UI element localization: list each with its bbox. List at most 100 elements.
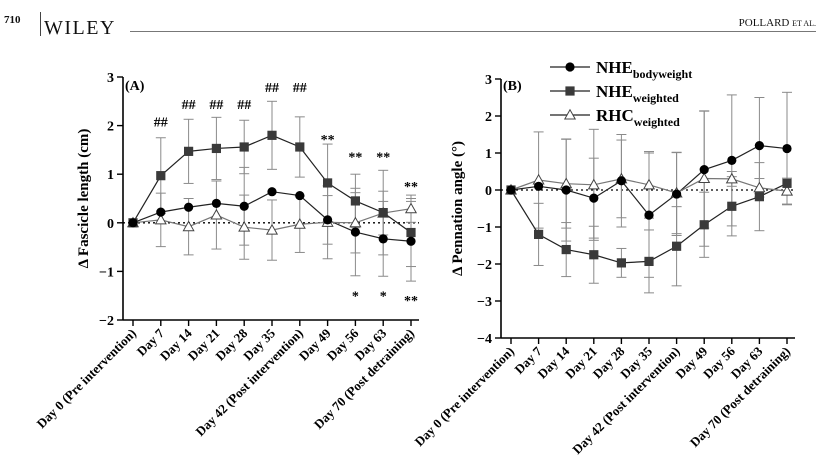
data-point-square (644, 256, 654, 267)
running-head-author: POLLARD (738, 17, 790, 29)
data-point-square (589, 250, 599, 260)
data-point-triangle (265, 223, 279, 235)
y-tick-label: −1 (99, 265, 114, 280)
data-point-circle (156, 207, 166, 217)
legend-label-subscript: weighted (634, 115, 680, 129)
data-point-triangle (182, 220, 195, 232)
running-head: POLLARD ET AL. (739, 17, 816, 29)
data-point-triangle (404, 202, 418, 214)
data-point-square (267, 130, 277, 140)
legend-entry-circle: NHEbodyweight (550, 58, 692, 81)
legend-marker-square (565, 86, 575, 96)
significance-marker: ** (321, 133, 335, 148)
y-tick-label: 0 (485, 184, 492, 199)
legend-entry-square: NHEweighted (550, 82, 679, 105)
data-point-circle (589, 193, 599, 203)
data-point-circle (506, 185, 516, 195)
data-point-square (727, 201, 737, 211)
y-tick-label: 2 (485, 110, 492, 125)
data-point-circle (378, 234, 388, 244)
data-point-square (211, 143, 221, 154)
data-point-square (378, 207, 388, 218)
significance-marker: ## (265, 81, 279, 96)
data-point-triangle (349, 216, 362, 228)
data-point-square (754, 192, 764, 202)
data-point-square (156, 171, 166, 181)
data-point-circle (699, 165, 709, 175)
legend-label: NHEweighted (596, 82, 679, 105)
panel-label: (A) (125, 79, 145, 94)
data-point-square (672, 241, 682, 251)
x-tick-label: Day 0 (Pre intervention) (411, 344, 517, 450)
y-tick-label: 0 (107, 217, 114, 232)
header-divider (40, 12, 41, 36)
running-head-suffix: ET AL. (792, 19, 816, 28)
data-point-circle (616, 176, 627, 186)
y-axis-title: Δ Pennation angle (°) (450, 141, 466, 276)
legend-label: NHEbodyweight (596, 58, 692, 81)
significance-marker: * (380, 290, 387, 305)
legend-label-base: RHC (596, 106, 634, 125)
legend-label-subscript: bodyweight (633, 67, 692, 81)
y-tick-label: −3 (477, 295, 492, 310)
data-point-triangle (587, 178, 600, 190)
significance-marker: ## (182, 98, 196, 113)
legend-label: RHCweighted (596, 106, 680, 129)
significance-marker: ## (154, 116, 168, 131)
data-point-circle (239, 201, 249, 211)
data-point-triangle (642, 178, 656, 190)
significance-marker: ## (209, 98, 223, 113)
data-point-circle (267, 187, 277, 197)
x-tick-label: Day 0 (Pre intervention) (33, 326, 139, 432)
header-rule (130, 31, 816, 32)
y-tick-label: 1 (485, 147, 492, 162)
data-point-triangle (154, 213, 167, 225)
data-point-circle (128, 218, 138, 228)
data-point-triangle (293, 218, 306, 229)
data-point-circle (727, 155, 737, 165)
data-point-triangle (698, 172, 711, 184)
y-tick-label: 2 (107, 120, 114, 135)
significance-marker: ## (293, 81, 307, 96)
data-point-circle (184, 202, 194, 212)
page-header: 710 WILEY POLLARD ET AL. (0, 0, 826, 44)
data-point-square (295, 142, 305, 152)
data-point-square (406, 227, 416, 238)
y-tick-label: 1 (107, 168, 114, 183)
significance-marker: ## (237, 98, 251, 113)
data-point-square (239, 142, 249, 152)
data-point-triangle (753, 181, 766, 193)
significance-marker: * (352, 290, 359, 305)
data-point-square (323, 178, 333, 188)
y-tick-label: 3 (107, 71, 114, 86)
significance-marker: ** (404, 294, 418, 309)
y-axis-title: Δ Fascicle length (cm) (76, 129, 92, 269)
data-point-circle (782, 143, 792, 154)
data-point-circle (406, 236, 416, 246)
data-point-square (561, 244, 571, 255)
data-point-circle (211, 198, 221, 208)
significance-marker: ** (404, 180, 418, 195)
data-point-circle (350, 227, 360, 237)
data-point-square (534, 229, 544, 239)
data-point-square (616, 258, 626, 268)
data-point-circle (754, 141, 765, 151)
data-point-circle (672, 189, 682, 199)
y-tick-label: −4 (477, 332, 492, 347)
data-point-square (350, 196, 360, 206)
data-point-square (699, 220, 709, 230)
data-point-triangle (210, 208, 223, 220)
publisher-logo: WILEY (44, 17, 116, 39)
y-tick-label: 3 (485, 73, 492, 88)
data-point-circle (295, 190, 305, 201)
page-number: 710 (4, 14, 21, 26)
legend-marker-triangle (563, 108, 577, 120)
data-point-circle (323, 215, 333, 225)
panel-label: (B) (503, 79, 522, 94)
data-point-triangle (780, 184, 794, 196)
y-tick-label: −1 (477, 221, 492, 236)
